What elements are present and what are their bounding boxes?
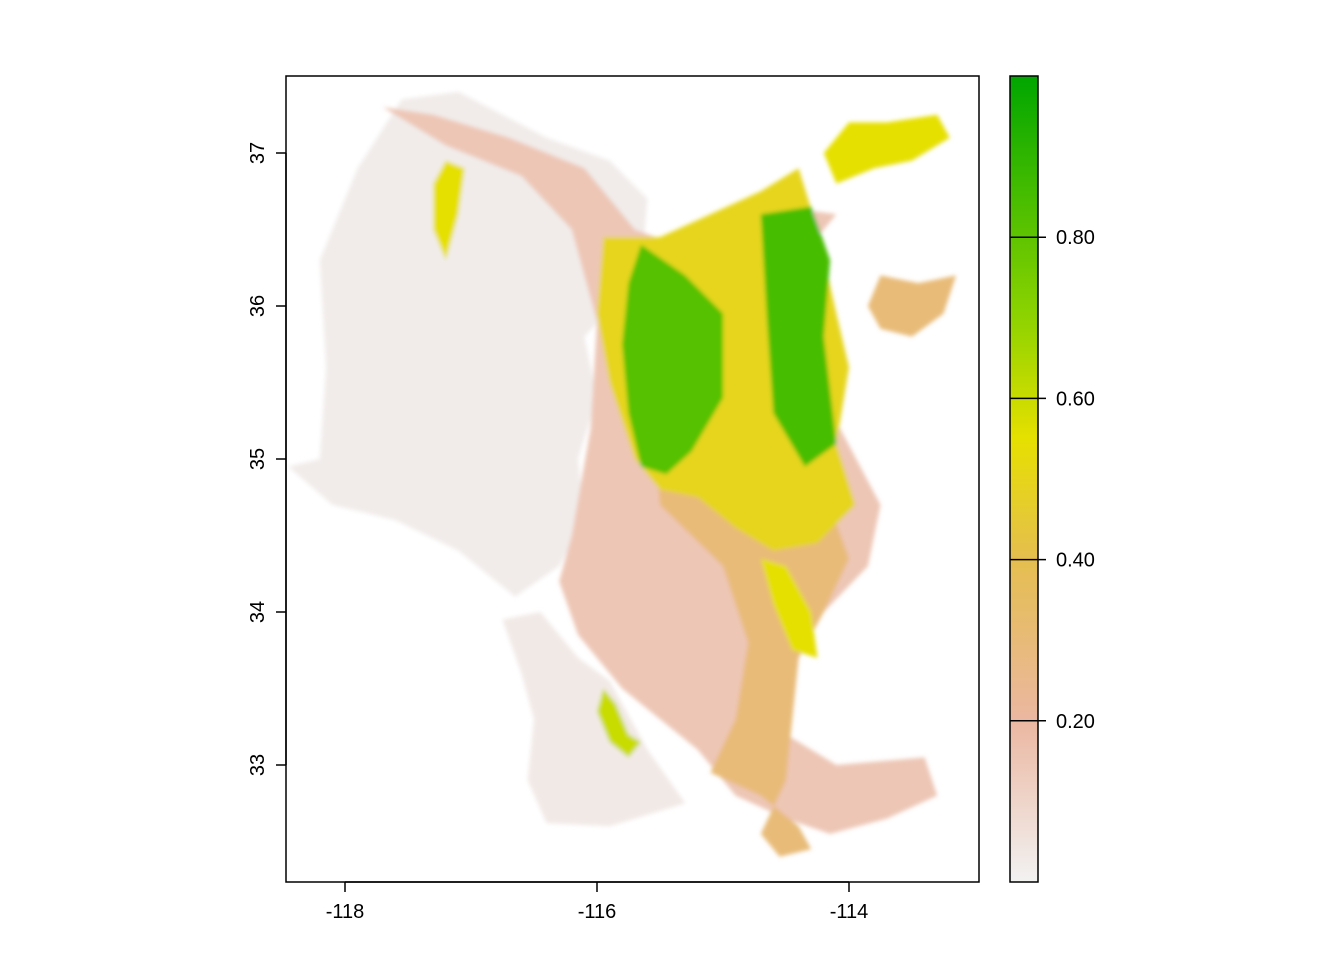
colorbar-tick-label: 0.20	[1056, 711, 1095, 733]
colorbar-tick-label: 0.80	[1056, 227, 1095, 249]
raster-region	[502, 612, 686, 827]
raster-region	[760, 558, 818, 658]
x-tick-label: -114	[830, 901, 869, 923]
raster-region	[597, 688, 642, 758]
colorbar-legend: 0.20 0.40 0.60 0.80	[1009, 75, 1095, 883]
y-tick-label: 33	[247, 754, 269, 776]
raster-layer	[288, 91, 957, 857]
y-tick-label: 34	[247, 601, 269, 623]
raster-region	[823, 114, 950, 184]
colorbar-gradient	[1010, 76, 1038, 882]
raster-region	[760, 206, 837, 467]
x-axis: -118 -116 -114	[326, 881, 869, 923]
y-tick-label: 35	[247, 448, 269, 470]
colorbar-frame	[1009, 75, 1039, 883]
y-tick-label: 37	[247, 142, 269, 164]
y-axis: 33 34 35 36 37	[247, 142, 287, 776]
raster-region	[867, 275, 957, 337]
raster-region	[622, 244, 723, 475]
raster-region	[433, 160, 465, 261]
x-tick-label: -116	[578, 901, 617, 923]
colorbar-tick-label: 0.40	[1056, 550, 1095, 572]
x-tick-label: -118	[326, 901, 365, 923]
raster-region	[288, 91, 648, 597]
y-tick-label: 36	[247, 295, 269, 317]
colorbar-tick-label: 0.60	[1056, 388, 1095, 410]
colorbar-ticks: 0.20 0.40 0.60 0.80	[1010, 227, 1095, 733]
